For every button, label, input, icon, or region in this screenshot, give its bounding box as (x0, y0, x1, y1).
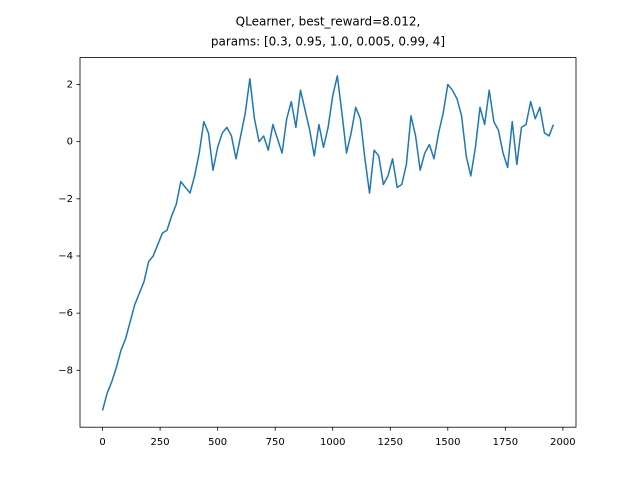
x-tick-label: 0 (99, 437, 105, 448)
plot-frame (79, 57, 577, 428)
x-tick-label: 750 (266, 437, 285, 448)
y-tick-label: −8 (58, 365, 73, 376)
chart-title: params: [0.3, 0.95, 1.0, 0.005, 0.99, 4] (211, 35, 445, 49)
x-tick-label: 1000 (320, 437, 345, 448)
x-tick-label: 2000 (550, 437, 575, 448)
data-line (101, 75, 555, 411)
x-tick-label: 500 (208, 437, 227, 448)
y-tick-label: 0 (67, 137, 73, 148)
x-tick-label: 250 (151, 437, 170, 448)
y-tick-label: −2 (58, 194, 73, 205)
y-tick-label: −6 (58, 308, 73, 319)
chart-title: QLearner, best_reward=8.012, (236, 15, 421, 29)
x-tick-label: 1500 (435, 437, 460, 448)
y-tick-label: −4 (58, 251, 73, 262)
x-tick-label: 1250 (378, 437, 403, 448)
x-tick-label: 1750 (493, 437, 518, 448)
y-tick-label: 2 (67, 79, 73, 90)
